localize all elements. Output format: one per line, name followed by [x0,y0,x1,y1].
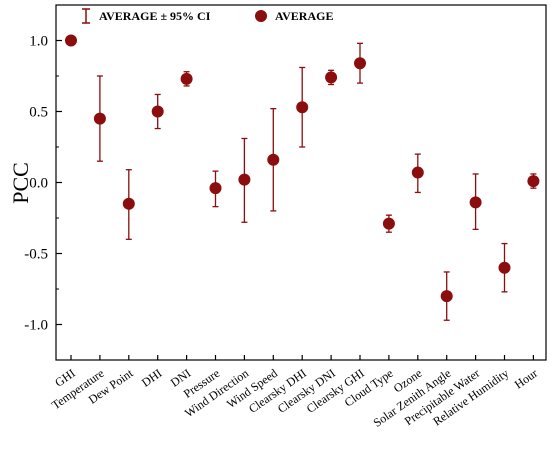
average-point [440,290,453,303]
average-point [296,101,309,114]
y-axis: -1.0 -0.5 0.0 0.5 1.0 [24,34,62,334]
legend-average-label: AVERAGE [275,9,333,23]
average-point [93,112,106,125]
average-point [411,166,424,179]
legend-ci-symbol [82,8,90,24]
average-point [238,173,251,186]
y-tick-label: -0.5 [24,247,48,263]
x-tick-label: DHI [139,366,165,390]
average-point [65,34,77,47]
legend: AVERAGE ± 95% CI AVERAGE [82,8,333,24]
average-point [498,261,511,274]
y-tick-label: -1.0 [24,318,48,334]
legend-average-symbol [255,10,267,22]
y-axis-label: PCC [8,162,33,204]
average-point [382,217,395,230]
legend-ci-label: AVERAGE ± 95% CI [99,9,211,23]
average-point [527,175,540,188]
y-tick-label: 0.5 [29,105,48,121]
average-point [354,57,366,70]
average-point [267,153,280,166]
y-tick-label: 1.0 [29,34,48,50]
average-point [151,105,164,118]
x-tick-label: Hour [512,366,540,392]
y-tick-label: 0.0 [29,176,48,192]
data-marks [65,34,540,321]
average-point [180,72,193,85]
plot-frame [55,4,547,361]
average-point [122,197,135,210]
average-point [325,71,338,84]
average-point [209,182,222,195]
average-point [469,196,482,209]
